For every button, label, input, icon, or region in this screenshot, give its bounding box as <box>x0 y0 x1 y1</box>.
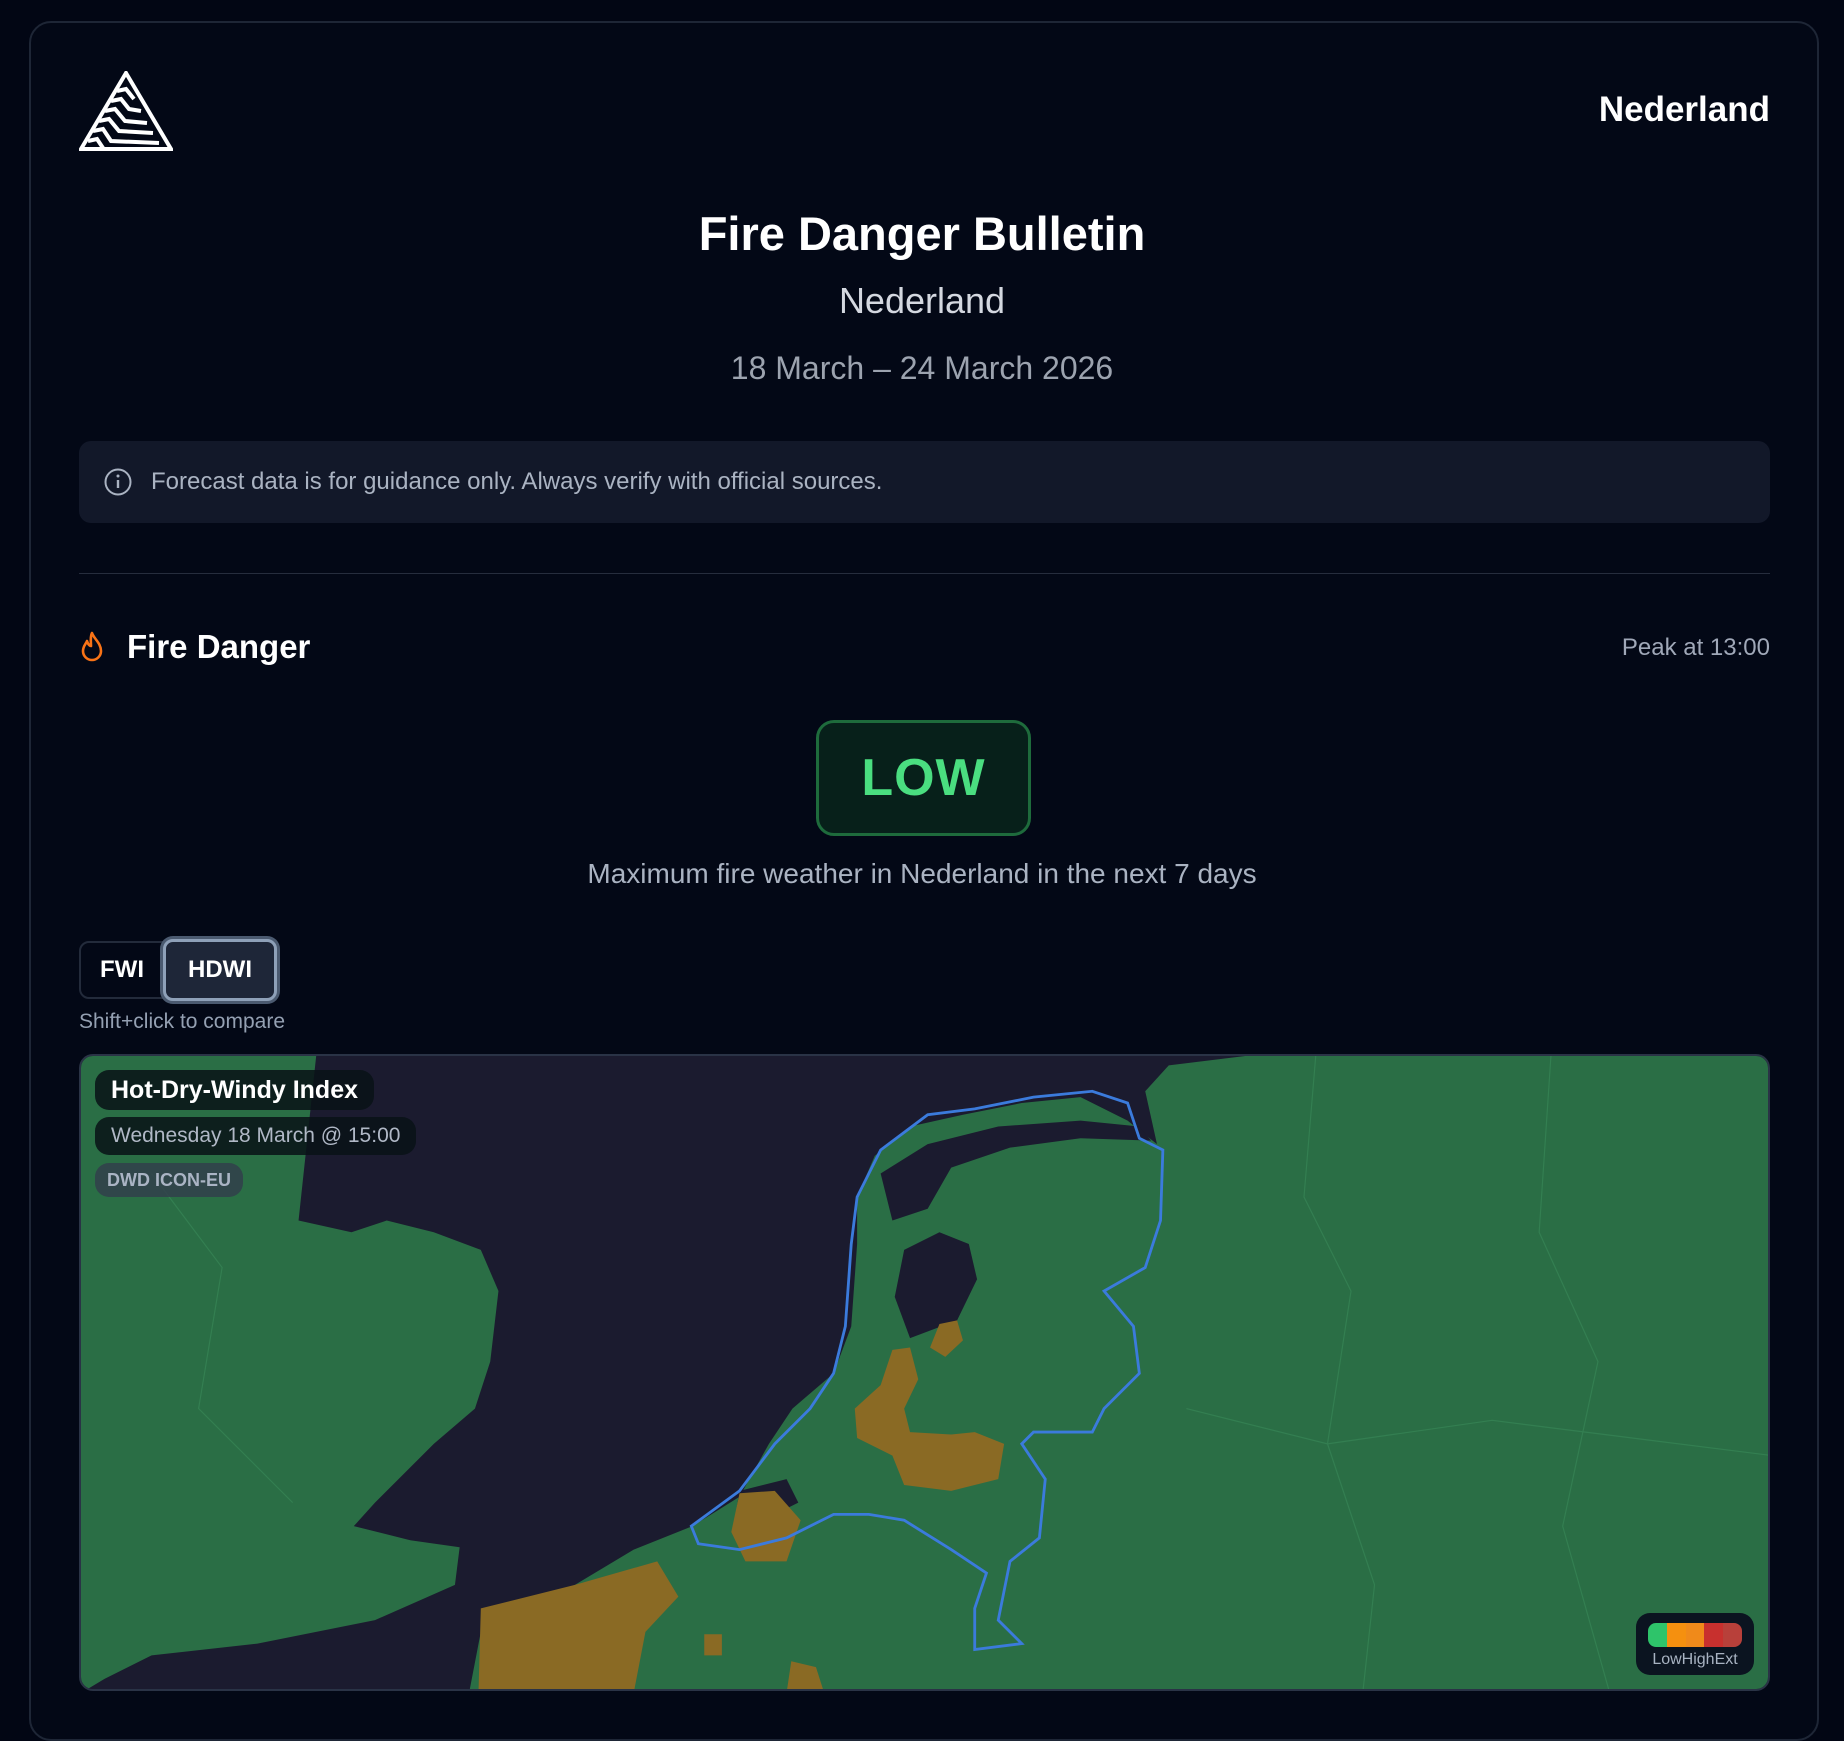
divider <box>79 573 1770 574</box>
admin-boundaries <box>151 1056 1768 1689</box>
info-icon <box>104 468 132 496</box>
map-legend: LowHighExt <box>1636 1613 1754 1675</box>
map-index-title: Hot-Dry-Windy Index <box>95 1070 374 1110</box>
map-valid-time: Wednesday 18 March @ 15:00 <box>95 1117 417 1155</box>
danger-level-badge: LOW <box>816 720 1031 836</box>
info-text: Forecast data is for guidance only. Alwa… <box>151 468 883 495</box>
legend-labels: LowHighExt <box>1652 1651 1738 1668</box>
compare-hint: Shift+click to compare <box>79 1010 286 1033</box>
page-subtitle: Nederland <box>838 280 1006 321</box>
index-toggle: FWI HDWI <box>79 939 277 1001</box>
peak-time: Peak at 13:00 <box>1621 634 1770 661</box>
map-canvas[interactable] <box>81 1056 1770 1691</box>
fire-danger-heading: Fire Danger <box>79 628 310 666</box>
danger-description: Maximum fire weather in Nederland in the… <box>587 858 1257 889</box>
logo <box>79 71 173 151</box>
date-range: 18 March – 24 March 2026 <box>730 350 1114 386</box>
netherlands-border <box>689 1089 1165 1652</box>
section-title: Fire Danger <box>127 628 311 665</box>
ijsselmeer <box>894 1232 978 1339</box>
region-label: Nederland <box>1598 90 1770 129</box>
tab-fwi[interactable]: FWI <box>100 956 144 983</box>
flame-icon <box>81 631 103 662</box>
page-title: Fire Danger Bulletin <box>698 207 1146 260</box>
wadden-sea <box>880 1120 1152 1221</box>
legend-color-bar <box>1648 1623 1742 1647</box>
tab-hdwi[interactable]: HDWI <box>163 939 277 1001</box>
uk-landmass <box>81 1056 499 1689</box>
hdwi-map[interactable]: Hot-Dry-Windy Index Wednesday 18 March @… <box>79 1054 1770 1691</box>
model-badge: DWD ICON-EU <box>95 1163 243 1197</box>
elevated-hdwi-areas <box>478 1320 1005 1689</box>
info-notice: Forecast data is for guidance only. Alwa… <box>79 441 1770 523</box>
